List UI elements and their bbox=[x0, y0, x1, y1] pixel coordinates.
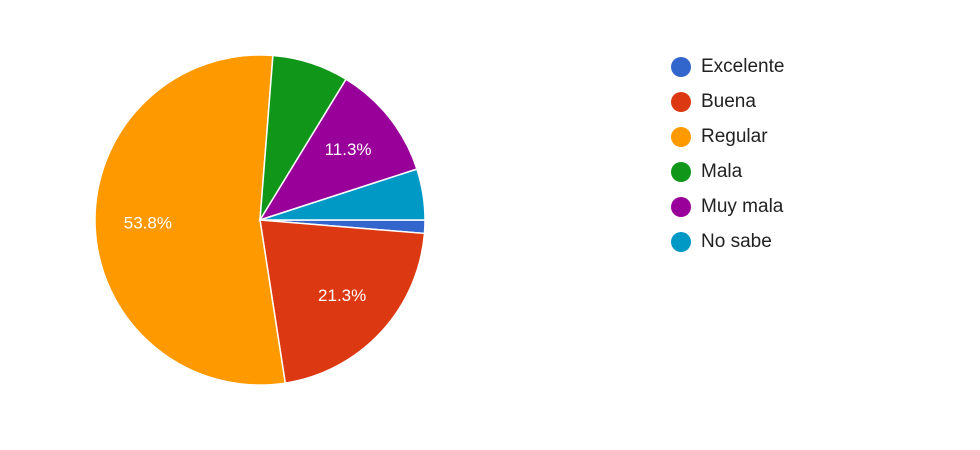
slice-label: 21.3% bbox=[318, 286, 366, 305]
legend-swatch bbox=[671, 232, 691, 252]
legend-label: No sabe bbox=[701, 231, 772, 252]
legend-label: Muy mala bbox=[701, 196, 784, 217]
slice-label: 11.3% bbox=[325, 140, 372, 159]
legend-label: Regular bbox=[701, 126, 768, 147]
slice-label: 53.8% bbox=[124, 214, 172, 233]
legend-swatch bbox=[671, 162, 691, 182]
legend-swatch bbox=[671, 197, 691, 217]
pie-slice bbox=[259, 168, 426, 221]
legend-label: Buena bbox=[701, 91, 756, 112]
legend-label: Excelente bbox=[701, 56, 784, 77]
legend-swatch bbox=[671, 127, 691, 147]
pie-slice bbox=[258, 78, 418, 222]
legend-swatch bbox=[671, 92, 691, 112]
pie-slice bbox=[94, 54, 287, 386]
pie-slice bbox=[259, 219, 426, 384]
legend-swatch bbox=[671, 57, 691, 77]
legend-label: Mala bbox=[701, 161, 743, 182]
